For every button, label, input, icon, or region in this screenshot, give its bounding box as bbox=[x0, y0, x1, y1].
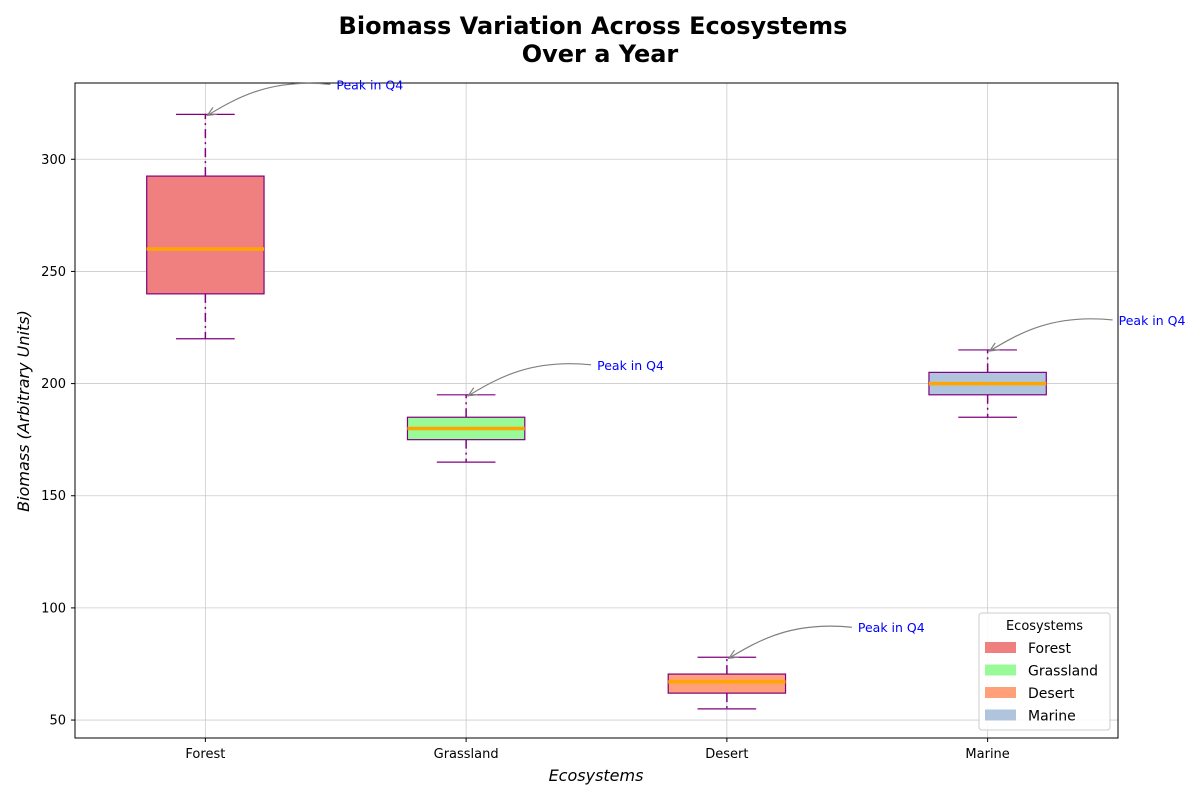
legend-swatch bbox=[985, 687, 1016, 698]
x-tick-label: Grassland bbox=[434, 747, 499, 762]
annotation-arrow bbox=[468, 363, 592, 396]
legend-item-forest: Forest bbox=[985, 641, 1071, 657]
legend: Ecosystems Forest Grassland Desert Marine bbox=[978, 612, 1111, 731]
y-tick-label: 200 bbox=[41, 377, 66, 392]
annotations-layer: Peak in Q4 Peak in Q4 Peak in Q4 Peak in Q4 bbox=[207, 77, 1185, 658]
y-tick-label: 150 bbox=[41, 489, 66, 504]
y-tick-label: 50 bbox=[49, 714, 66, 729]
annotation-forest: Peak in Q4 bbox=[207, 77, 403, 115]
x-tick-label: Forest bbox=[185, 747, 225, 762]
legend-label: Marine bbox=[1028, 709, 1076, 725]
annotation-desert: Peak in Q4 bbox=[729, 620, 925, 658]
annotation-arrow bbox=[729, 625, 852, 658]
legend-item-marine: Marine bbox=[985, 709, 1076, 725]
chart-title-line-1: Biomass Variation Across Ecosystems bbox=[339, 12, 848, 40]
annotation-text: Peak in Q4 bbox=[597, 358, 664, 373]
box-desert bbox=[667, 656, 787, 710]
annotation-arrow bbox=[207, 82, 331, 115]
annotation-marine: Peak in Q4 bbox=[990, 313, 1186, 351]
legend-swatch bbox=[985, 709, 1016, 721]
legend-title: Ecosystems bbox=[1006, 619, 1083, 634]
box-forest bbox=[146, 113, 265, 340]
annotation-grassland: Peak in Q4 bbox=[468, 358, 664, 396]
y-tick-label: 250 bbox=[41, 265, 66, 280]
legend-item-grassland: Grassland bbox=[985, 664, 1098, 680]
y-axis-label: Biomass (Arbitrary Units) bbox=[14, 310, 33, 512]
x-tick-label: Marine bbox=[965, 747, 1009, 762]
annotation-text: Peak in Q4 bbox=[858, 620, 925, 635]
y-tick-label: 300 bbox=[41, 153, 66, 168]
axis-ticks: 50 100 150 200 250 300 Forest Grassland Desert Ma… bbox=[41, 153, 1010, 762]
plot-frame bbox=[74, 82, 1119, 739]
box-body bbox=[146, 175, 265, 295]
box-marine bbox=[928, 349, 1047, 418]
chart-title-line-2: Over a Year bbox=[522, 40, 679, 68]
legend-label: Desert bbox=[1028, 686, 1075, 702]
legend-swatch bbox=[985, 642, 1016, 653]
x-tick-label: Desert bbox=[705, 747, 748, 762]
box-grassland bbox=[406, 394, 526, 463]
legend-label: Forest bbox=[1028, 641, 1071, 657]
annotation-text: Peak in Q4 bbox=[1119, 313, 1186, 328]
legend-label: Grassland bbox=[1028, 664, 1098, 680]
legend-item-desert: Desert bbox=[985, 686, 1075, 702]
boxes-layer bbox=[146, 113, 1047, 710]
annotation-arrow bbox=[990, 318, 1113, 351]
legend-swatch bbox=[985, 664, 1016, 676]
annotation-text: Peak in Q4 bbox=[336, 77, 403, 92]
x-axis-label: Ecosystems bbox=[549, 766, 644, 785]
y-tick-label: 100 bbox=[41, 601, 66, 616]
